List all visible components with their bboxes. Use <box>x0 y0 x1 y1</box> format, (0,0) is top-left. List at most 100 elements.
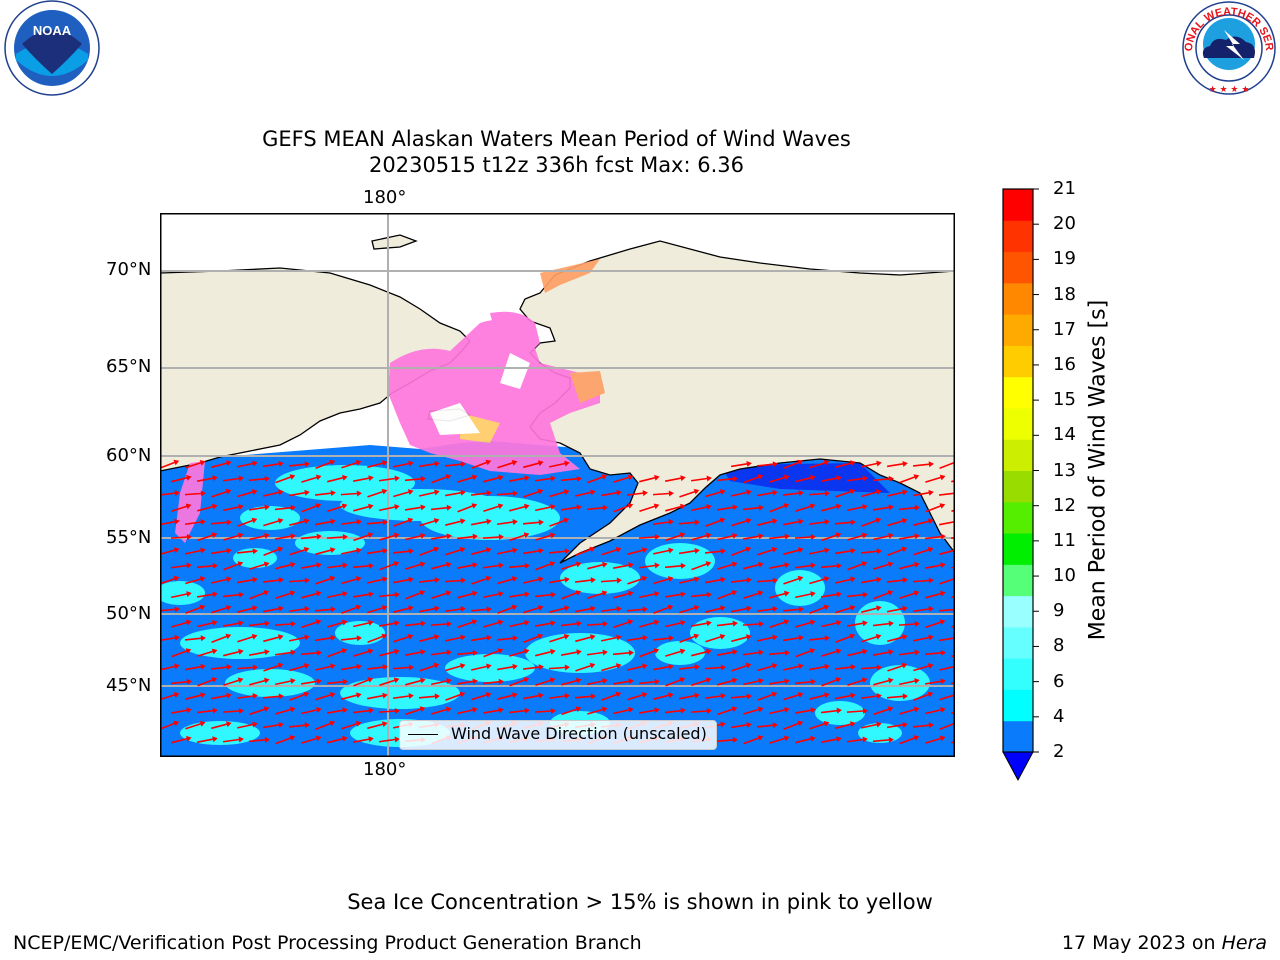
wind-wave-arrowhead <box>680 591 686 598</box>
wind-wave-arrowhead <box>862 475 868 482</box>
wind-wave-arrowhead <box>850 547 856 554</box>
colorbar-tick-label: 15 <box>1053 389 1076 411</box>
wind-wave-arrow <box>470 608 490 612</box>
wind-wave-arrow <box>808 520 828 526</box>
wind-wave-arrowhead <box>173 459 180 466</box>
wind-wave-arrow <box>899 591 917 600</box>
wind-wave-arrowhead <box>772 489 778 496</box>
wind-wave-arrow <box>367 490 385 498</box>
wind-wave-arrowhead <box>772 577 778 584</box>
wind-wave-arrowhead <box>564 548 570 555</box>
wind-wave-arrowhead <box>679 503 686 510</box>
wind-wave-arrowhead <box>615 691 622 698</box>
wind-wave-arrow <box>639 592 657 599</box>
wind-wave-arrowhead <box>434 489 440 496</box>
wind-wave-arrow <box>861 490 879 498</box>
wind-wave-arrowhead <box>394 591 400 598</box>
wind-wave-arrow <box>523 490 541 498</box>
wind-wave-arrow <box>222 738 242 743</box>
wind-wave-arrow <box>768 535 788 540</box>
wind-wave-arrowhead <box>914 561 920 568</box>
wind-wave-arrow <box>887 548 905 556</box>
wind-wave-arrow <box>820 709 840 714</box>
wind-wave-arrowhead <box>251 489 258 495</box>
wind-wave-arrowhead <box>550 475 556 482</box>
wind-wave-arrowhead <box>459 691 466 698</box>
wind-wave-arrowhead <box>758 533 764 540</box>
wind-wave-arrowhead <box>705 532 712 539</box>
wind-wave-arrowhead <box>615 546 622 553</box>
wind-wave-arrowhead <box>394 648 400 655</box>
wind-wave-arrowhead <box>720 693 726 699</box>
wind-wave-arrowhead <box>745 662 752 669</box>
wind-wave-arrowhead <box>511 459 518 466</box>
colorbar-segment <box>1003 345 1033 378</box>
wind-wave-arrowhead <box>758 678 764 684</box>
wind-wave-arrowhead <box>694 664 700 671</box>
wind-wave-arrowhead <box>563 489 570 495</box>
wind-wave-arrow <box>691 562 709 571</box>
wind-wave-arrowhead <box>835 532 842 539</box>
wind-wave-arrow <box>301 476 319 483</box>
wind-wave-arrowhead <box>174 606 180 613</box>
wind-wave-arrowhead <box>876 460 882 467</box>
wind-wave-arrowhead <box>590 577 596 584</box>
wind-wave-arrowhead <box>783 619 790 626</box>
wind-wave-arrow <box>638 536 658 539</box>
wind-wave-arrow <box>457 620 475 629</box>
lon-label-bottom: 180° <box>363 759 407 780</box>
wind-wave-arrowhead <box>356 547 362 554</box>
wind-wave-arrowhead <box>939 735 946 742</box>
wind-wave-arrowhead <box>355 720 362 727</box>
wind-wave-arrowhead <box>746 605 752 612</box>
wind-wave-arrow <box>586 623 606 626</box>
wind-wave-arrowhead <box>654 591 660 597</box>
wind-wave-arrow <box>431 563 449 570</box>
wind-wave-arrow <box>366 666 386 670</box>
colorbar-tick-label: 11 <box>1053 529 1076 551</box>
wind-wave-arrow <box>196 564 216 569</box>
wind-wave-arrow <box>211 722 229 730</box>
wind-wave-arrowhead <box>783 590 790 597</box>
wind-wave-arrowhead <box>928 722 934 729</box>
wind-wave-arrowhead <box>419 561 426 568</box>
wind-wave-arrowhead <box>315 474 322 481</box>
wind-wave-arrow <box>690 477 710 482</box>
legend-line-sample <box>408 734 438 735</box>
wind-wave-arrow <box>314 608 334 612</box>
wind-wave-arrow <box>664 593 684 598</box>
wind-wave-arrow <box>457 476 475 483</box>
wind-wave-arrowhead <box>589 546 596 553</box>
wind-wave-arrowhead <box>200 635 206 642</box>
wind-wave-arrow <box>704 550 724 554</box>
wind-wave-arrow <box>222 593 242 598</box>
wind-wave-arrowhead <box>836 707 842 714</box>
wind-wave-arrow <box>353 476 371 483</box>
wind-wave-arrow <box>210 666 230 670</box>
wind-wave-arrowhead <box>342 707 348 714</box>
wind-wave-arrow <box>925 620 943 629</box>
wind-wave-arrow <box>860 578 880 584</box>
wind-wave-arrowhead <box>823 604 830 611</box>
colorbar-tick-label: 4 <box>1053 705 1065 727</box>
wind-wave-arrowhead <box>238 648 244 655</box>
wind-wave-arrow <box>638 709 658 714</box>
wind-wave-arrowhead <box>576 475 582 482</box>
wind-wave-arrowhead <box>367 503 374 510</box>
wind-wave-arrow <box>405 707 423 716</box>
lat-label: 50°N <box>106 603 152 624</box>
wind-wave-arrow <box>523 606 541 614</box>
wind-wave-arrow <box>549 519 567 527</box>
wind-wave-arrow <box>730 462 750 468</box>
wind-wave-arrow <box>924 535 944 540</box>
wind-wave-arrowhead <box>497 619 504 626</box>
wind-wave-arrow <box>742 651 762 656</box>
wind-wave-arrowhead <box>498 562 504 569</box>
wind-wave-arrow <box>887 635 905 643</box>
wind-wave-arrow <box>341 577 359 585</box>
wind-wave-arrow <box>419 607 437 613</box>
wind-wave-arrow <box>743 708 761 715</box>
wind-wave-arrowhead <box>512 635 518 642</box>
wind-wave-arrow <box>783 461 801 469</box>
wind-wave-arrow <box>378 593 398 598</box>
